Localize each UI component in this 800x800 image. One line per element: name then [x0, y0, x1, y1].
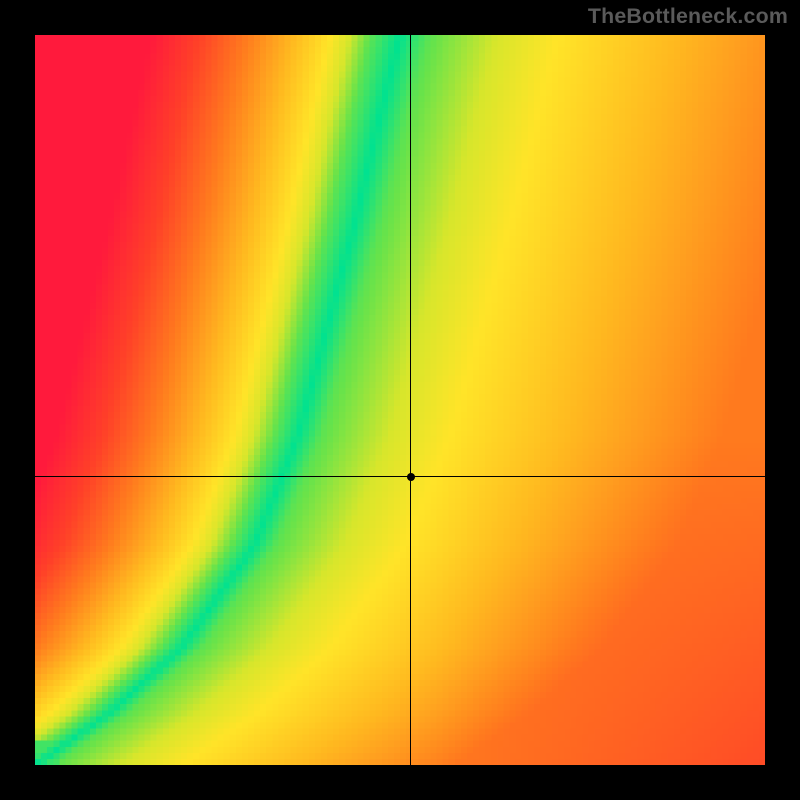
watermark-text: TheBottleneck.com [588, 4, 788, 29]
chart-root: TheBottleneck.com [0, 0, 800, 800]
heatmap-canvas [35, 35, 765, 765]
crosshair-vertical [410, 35, 411, 765]
crosshair-marker [407, 473, 415, 481]
crosshair-horizontal [35, 476, 765, 477]
